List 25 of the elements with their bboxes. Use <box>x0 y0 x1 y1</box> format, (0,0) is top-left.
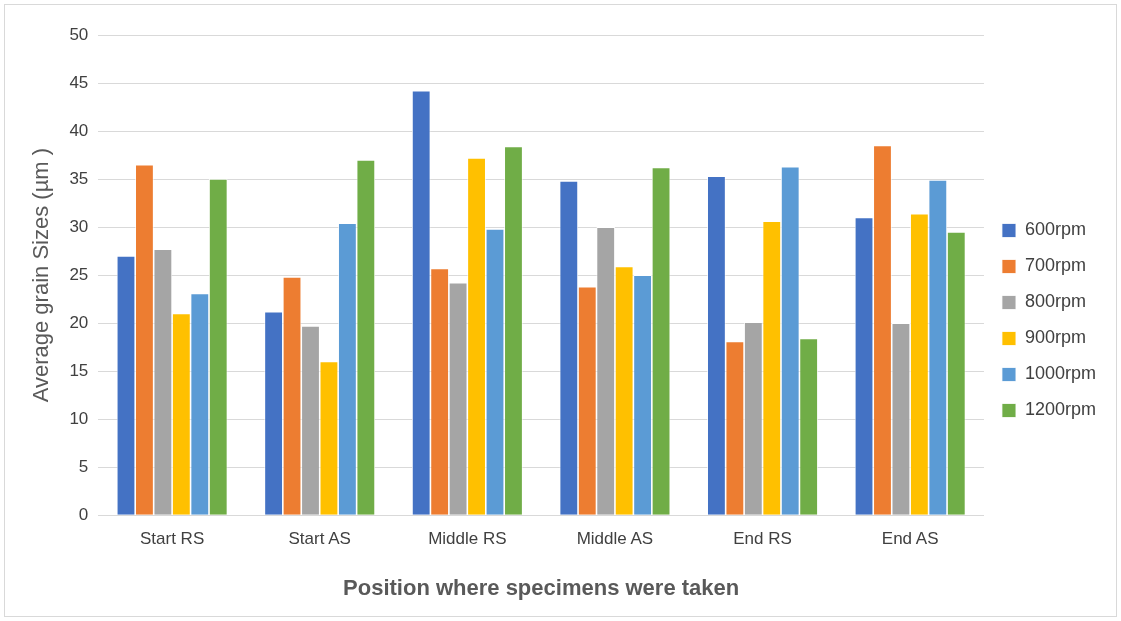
legend-label: 1000rpm <box>1024 363 1096 384</box>
x-tick-label: End RS <box>733 529 792 549</box>
y-tick-label: 30 <box>69 216 89 236</box>
x-tick-label: Start RS <box>139 529 205 549</box>
y-tick-label: 5 <box>78 456 89 476</box>
legend-label: 600rpm <box>1024 219 1086 240</box>
y-tick-label: 25 <box>69 264 89 284</box>
y-tick-label: 35 <box>69 168 89 188</box>
y-tick-label: 50 <box>69 24 89 44</box>
x-tick-label: Middle AS <box>576 529 654 549</box>
x-tick-label: Middle RS <box>428 529 507 549</box>
y-tick-label: 10 <box>69 408 89 428</box>
y-axis-title: Average grain Sizes (µm ) <box>28 147 54 403</box>
y-tick-label: 0 <box>78 504 89 524</box>
legend-label: 700rpm <box>1024 255 1086 276</box>
y-tick-label: 40 <box>69 120 89 140</box>
y-tick-label: 20 <box>69 312 89 332</box>
legend-label: 1200rpm <box>1024 399 1096 420</box>
y-tick-label: 15 <box>69 360 89 380</box>
x-tick-label: End AS <box>881 529 939 549</box>
y-tick-label: 45 <box>69 72 89 92</box>
legend-label: 800rpm <box>1024 291 1086 312</box>
x-tick-label: Start AS <box>288 529 351 549</box>
x-axis-title: Position where specimens were taken <box>343 574 740 600</box>
legend-label: 900rpm <box>1024 327 1086 348</box>
